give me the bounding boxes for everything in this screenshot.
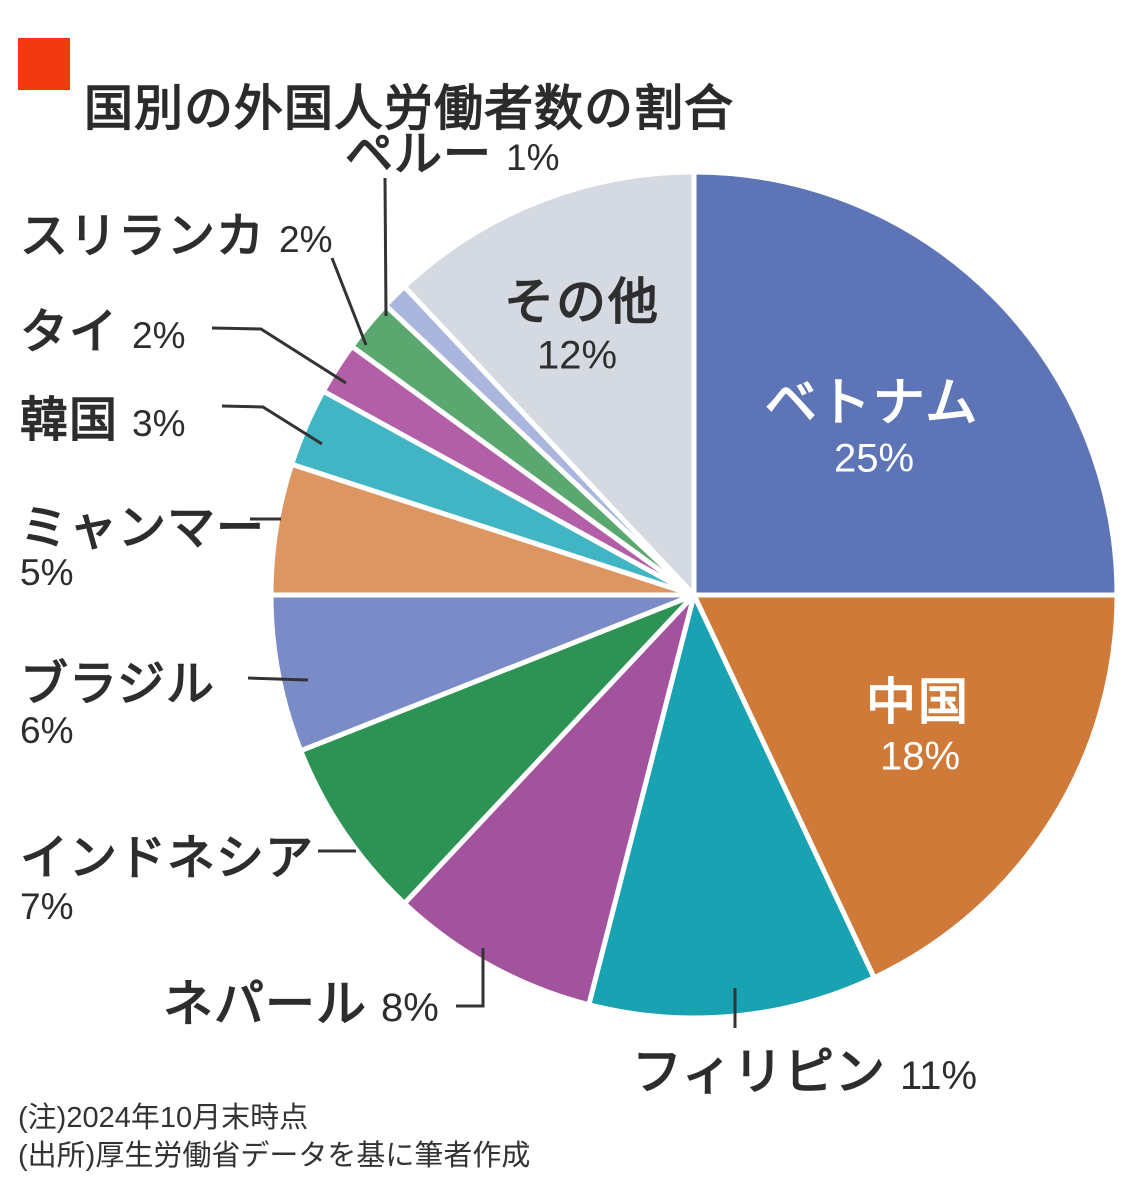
title-marker-square [18,38,70,90]
note-source: (出所)厚生労働省データを基に筆者作成 [18,1140,531,1172]
pie-slice-4 [298,592,697,906]
pct-myanmar: 5% [20,552,74,593]
label-brazil-name: ブラジル [20,644,215,714]
label-row-thailand: タイ 2% [20,292,186,362]
label-nepal: ネパール [163,976,367,1032]
label-row-nepal: ネパール 8% [163,964,439,1036]
label-korea: 韓国 [20,394,119,447]
page-title: 国別の外国人労働者数の割合 [84,81,735,136]
pie-slice-5 [268,592,697,754]
label-vietnam: ベトナム [764,374,980,433]
label-brazil-pct: 6% [20,710,73,752]
label-row-philippines: フィリピン 11% [632,1032,977,1104]
label-srilanka: スリランカ [20,210,266,263]
label-philippines: フィリピン [632,1044,886,1100]
label-indonesia-name: インドネシア [20,818,314,888]
pct-vietnam: 25% [833,436,915,481]
label-brazil: ブラジル [20,658,216,711]
label-indonesia: インドネシア [20,832,315,885]
pct-philippines: 11% [900,1054,978,1098]
pie-slices-group [268,169,1120,1021]
leader-line-peru [383,177,388,317]
pct-srilanka: 2% [279,219,333,260]
leader-line-srilanka [330,257,368,346]
pct-brazil: 6% [20,710,74,751]
pct-nepal: 8% [381,986,439,1030]
label-row-srilanka: スリランカ 2% [20,196,333,266]
pct-korea: 3% [132,403,186,444]
pie-slice-0 [691,169,1120,598]
leader-line-brazil [247,676,309,682]
pie-slice-1 [691,592,1120,981]
label-peru: ペルー [345,128,493,181]
note-asof: (注)2024年10月末時点 [18,1102,309,1134]
label-thailand: タイ [20,306,119,359]
leader-line-nepal [456,948,485,1008]
leader-line-thailand [211,326,347,385]
pct-others: 12% [536,333,618,378]
pct-peru: 1% [506,137,560,178]
pie-slice-3 [401,592,697,1008]
leader-line-korea [221,404,323,446]
label-china: 中国 [866,674,970,730]
label-others: その他 [504,274,660,330]
pie-slice-11 [401,169,697,598]
label-row-peru: ペルー 1% [345,114,560,184]
label-myanmar: ミャンマー [20,502,266,555]
label-myanmar-pct: 5% [20,552,73,594]
label-myanmar-name: ミャンマー [20,488,265,558]
leader-lines [211,177,737,1028]
pct-thailand: 2% [132,315,186,356]
label-row-korea: 韓国 3% [20,380,186,450]
pct-indonesia: 7% [20,886,74,927]
label-indonesia-pct: 7% [20,886,73,928]
pct-china: 18% [879,734,961,779]
